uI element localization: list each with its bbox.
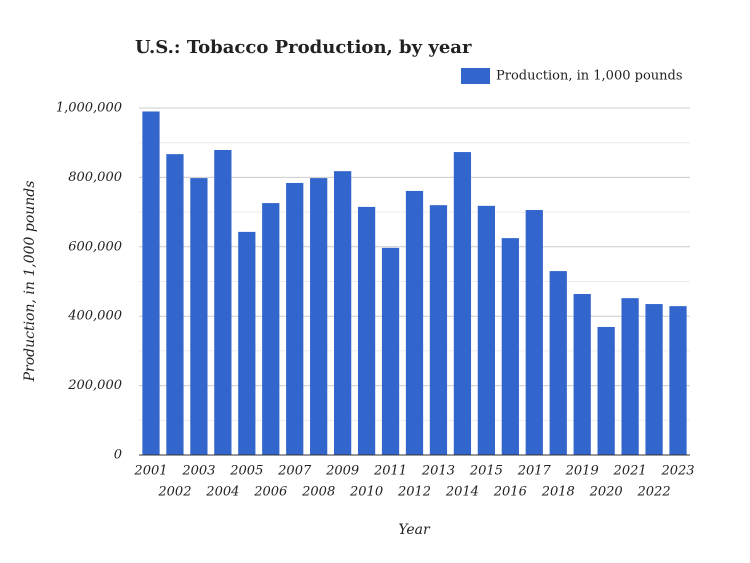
x-tick-label: 2016 bbox=[493, 485, 527, 500]
y-axis-title: Production, in 1,000 pounds bbox=[22, 181, 38, 383]
x-tick-label: 2012 bbox=[397, 485, 431, 500]
y-tick-label: 800,000 bbox=[68, 170, 122, 185]
x-tick-label: 2011 bbox=[373, 464, 407, 479]
bar bbox=[286, 182, 304, 455]
x-tick-label: 2008 bbox=[301, 485, 335, 500]
x-tick-label: 2005 bbox=[229, 464, 263, 479]
x-tick-label: 2009 bbox=[325, 464, 359, 479]
legend-swatch bbox=[461, 68, 490, 84]
bar bbox=[669, 306, 687, 455]
x-axis-title: Year bbox=[398, 522, 431, 538]
y-tick-label: 400,000 bbox=[67, 309, 122, 324]
x-tick-label: 2017 bbox=[517, 464, 552, 479]
bar bbox=[334, 171, 352, 456]
bar bbox=[142, 111, 160, 455]
x-tick-label: 2013 bbox=[421, 464, 455, 479]
x-tick-label: 2002 bbox=[157, 485, 191, 500]
bar bbox=[166, 154, 184, 455]
x-tick-label: 2018 bbox=[541, 485, 575, 500]
bar bbox=[429, 205, 448, 455]
x-tick-label: 2015 bbox=[469, 464, 503, 479]
y-tick-label: 1,000,000 bbox=[56, 101, 122, 116]
chart-title: U.S.: Tobacco Production, by year bbox=[135, 37, 472, 58]
y-tick-label: 200,000 bbox=[67, 378, 122, 393]
x-tick-label: 2019 bbox=[565, 464, 599, 479]
bar bbox=[597, 326, 615, 455]
x-tick-label: 2010 bbox=[349, 485, 383, 500]
legend-label: Production, in 1,000 pounds bbox=[496, 69, 683, 84]
x-tick-label: 2003 bbox=[181, 464, 215, 479]
bar bbox=[238, 231, 256, 455]
x-tick-label: 2023 bbox=[660, 464, 694, 479]
y-tick-label: 0 bbox=[114, 448, 122, 463]
bar bbox=[573, 293, 591, 455]
bar bbox=[453, 152, 472, 455]
bar bbox=[477, 205, 495, 455]
bar bbox=[501, 238, 519, 455]
bar bbox=[405, 190, 424, 456]
bar bbox=[621, 298, 639, 455]
bar bbox=[525, 210, 543, 455]
x-tick-label: 2001 bbox=[133, 464, 167, 479]
x-tick-label: 2006 bbox=[253, 485, 287, 500]
x-tick-label: 2014 bbox=[445, 485, 479, 500]
x-tick-label: 2004 bbox=[205, 485, 239, 500]
bar bbox=[214, 149, 232, 455]
bar bbox=[645, 304, 663, 455]
bar bbox=[357, 206, 376, 455]
x-tick-label: 2020 bbox=[589, 485, 623, 500]
bar bbox=[549, 271, 567, 455]
x-tick-label: 2007 bbox=[277, 464, 312, 479]
y-tick-label: 600,000 bbox=[68, 239, 122, 254]
bar bbox=[190, 178, 208, 455]
bar bbox=[262, 203, 280, 455]
x-tick-label: 2022 bbox=[637, 485, 671, 500]
x-tick-label: 2021 bbox=[613, 464, 647, 479]
bar bbox=[381, 247, 400, 455]
bar bbox=[310, 178, 328, 455]
